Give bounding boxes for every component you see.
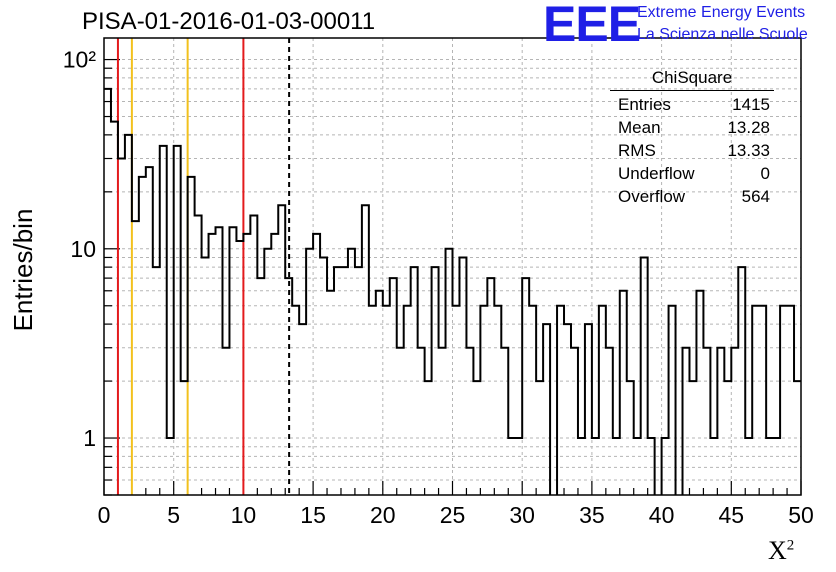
x-tick-label: 45 [719,502,745,528]
y-tick-label: 10² [63,47,97,73]
logo-line-2: La Scienza nelle Scuole [637,26,808,43]
stats-label: RMS [618,141,656,160]
y-tick-label: 10 [70,236,96,262]
eee-logo: EEE [543,0,641,52]
stats-label: Mean [618,118,661,137]
stats-value: 1415 [732,95,770,114]
x-tick-label: 50 [788,502,814,528]
stats-row-underflow: Underflow 0 [610,162,778,185]
x-tick-label: 10 [231,502,257,528]
x-tick-label: 20 [370,502,396,528]
y-tick-label: 1 [83,425,96,451]
stats-title: ChiSquare [610,68,774,91]
stats-value: 564 [741,187,770,206]
x-tick-label: 40 [649,502,675,528]
chart-title: PISA-01-2016-01-03-00011 [82,8,376,35]
stats-label: Entries [618,95,671,114]
x-tick-label: 15 [300,502,326,528]
y-axis-label: Entries/bin [8,208,38,332]
stats-value: 0 [760,164,770,183]
stats-row-rms: RMS 13.33 [610,139,778,162]
reference-lines [116,38,291,495]
stats-value: 13.33 [727,141,770,160]
x-tick-label: 0 [98,502,111,528]
stats-label: Underflow [618,164,695,183]
stats-row-entries: Entries 1415 [610,93,778,116]
plot-frame [103,37,802,496]
logo-caption: Extreme Energy Events La Scienza nelle S… [637,2,808,46]
x-tick-labels: 0 5 10 15 20 25 30 35 40 45 50 [98,502,814,528]
stats-row-mean: Mean 13.28 [610,116,778,139]
x-tick-label: 25 [440,502,466,528]
logo-line-1: Extreme Energy Events [637,4,806,21]
stats-box: ChiSquare Entries 1415 Mean 13.28 RMS 13.33… [610,68,778,208]
x-tick-label: 30 [509,502,535,528]
stats-row-overflow: Overflow 564 [610,185,778,208]
x-tick-label: 35 [579,502,605,528]
histogram-series [104,87,801,495]
x-axis-label: X2 [768,536,795,565]
x-tick-label: 5 [167,502,180,528]
stats-label: Overflow [618,187,686,206]
stats-value: 13.28 [727,118,770,137]
y-tick-labels: 1 10 10² [63,47,97,451]
